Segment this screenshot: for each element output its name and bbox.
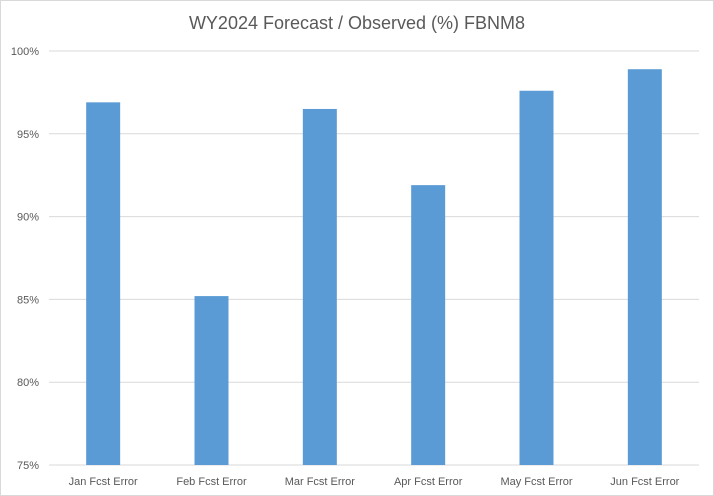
bar <box>86 102 121 465</box>
x-tick-label: May Fcst Error <box>500 476 572 488</box>
x-tick-label: Feb Fcst Error <box>176 476 247 488</box>
bar <box>627 69 662 465</box>
y-tick-label: 90% <box>17 212 39 224</box>
bar <box>411 185 446 466</box>
chart-title: WY2024 Forecast / Observed (%) FBNM8 <box>188 13 526 33</box>
bar <box>302 108 337 466</box>
bar <box>519 90 554 465</box>
x-tick-label: Jun Fcst Error <box>610 476 679 488</box>
y-tick-label: 100% <box>11 46 39 58</box>
y-axis-tick-labels: 75% 80% 85% 90% 95% 100% <box>11 46 39 472</box>
x-tick-label: Mar Fcst Error <box>285 476 356 488</box>
x-tick-label: Jan Fcst Error <box>69 476 138 488</box>
y-tick-label: 80% <box>17 377 39 389</box>
gridlines <box>49 50 699 466</box>
y-tick-label: 85% <box>17 294 39 306</box>
bar-series <box>86 69 662 466</box>
x-tick-label: Apr Fcst Error <box>394 476 463 488</box>
x-axis-tick-labels: Jan Fcst Error Feb Fcst Error Mar Fcst Err… <box>69 476 680 488</box>
y-tick-label: 75% <box>17 460 39 472</box>
y-tick-label: 95% <box>17 129 39 141</box>
bar <box>194 296 229 465</box>
